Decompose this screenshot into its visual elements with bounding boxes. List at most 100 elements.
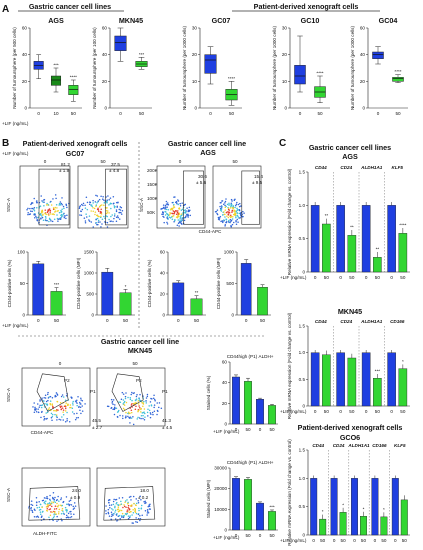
flow-event bbox=[45, 217, 47, 219]
flow-event bbox=[50, 200, 52, 203]
c-ags-bar-control bbox=[310, 205, 320, 273]
flow-event bbox=[43, 198, 46, 201]
flow-event bbox=[235, 219, 237, 222]
flow-event bbox=[161, 213, 163, 216]
flow-event bbox=[165, 203, 168, 205]
flow-event bbox=[144, 502, 147, 504]
flow-event bbox=[97, 219, 100, 222]
flow-event bbox=[118, 497, 121, 499]
flow-event bbox=[226, 203, 229, 206]
flow-event bbox=[172, 205, 175, 207]
ags-pct-0: 30.6 bbox=[198, 174, 207, 179]
boxplot-box bbox=[294, 65, 306, 85]
flow-event bbox=[108, 515, 111, 517]
ags-mfi-ylabel: CD44-positive cells (MFI) bbox=[216, 257, 221, 309]
flow-event bbox=[51, 396, 54, 399]
flow-event bbox=[58, 504, 60, 506]
flow-frame bbox=[19, 165, 71, 229]
flow-event bbox=[107, 512, 110, 515]
flow-event bbox=[142, 403, 145, 405]
flow-event bbox=[88, 219, 90, 221]
flow-event bbox=[69, 406, 71, 409]
mkn-p2-0: P2 bbox=[64, 378, 70, 383]
gc07-flow-50: 50 bbox=[100, 159, 106, 164]
flow-event bbox=[235, 203, 238, 206]
flow-event bbox=[221, 200, 224, 202]
ags-ytick-150k: 150K bbox=[147, 182, 159, 187]
c-gco6-xtick: 50 bbox=[320, 538, 326, 543]
ags-pct-xtick: 50 bbox=[194, 318, 200, 323]
boxplot-ylabel-3: Number of tumoursphere (per 1000 cells) bbox=[272, 26, 277, 110]
flow-event bbox=[47, 210, 49, 213]
mkn-sd-50: ± 4.5 bbox=[162, 425, 173, 430]
boxplot-ytick-label: 10 bbox=[282, 79, 288, 84]
flow-event bbox=[61, 203, 63, 206]
c-ags-significance: ** bbox=[376, 247, 380, 252]
flow-event bbox=[106, 199, 108, 201]
flow-event bbox=[41, 515, 43, 517]
flow-event bbox=[53, 208, 56, 210]
ags-mfi-xtick: 50 bbox=[260, 318, 266, 323]
flow-event bbox=[101, 204, 103, 206]
c-ags-lif-label: +LIF (ng/mL) bbox=[280, 275, 307, 280]
flow-event bbox=[41, 209, 43, 212]
flow-event bbox=[49, 494, 51, 497]
flow-event bbox=[65, 516, 68, 519]
flow-event bbox=[222, 213, 224, 216]
flow-event bbox=[135, 512, 138, 515]
flow-event bbox=[166, 216, 169, 218]
c-gco6-bar-lif bbox=[360, 516, 367, 536]
flow-gate-polygon bbox=[28, 486, 81, 521]
flow-event bbox=[71, 402, 74, 404]
flow-event bbox=[152, 397, 155, 399]
flow-event bbox=[69, 499, 72, 501]
flow-event bbox=[44, 209, 47, 211]
c-ags-xtick: 50 bbox=[349, 275, 355, 280]
c-mkn45-xtick: 0 bbox=[314, 409, 317, 414]
mkn-mfi-xtick: 50 bbox=[269, 533, 275, 538]
flow-event bbox=[116, 501, 118, 504]
flow-event bbox=[96, 195, 99, 197]
flow-event bbox=[97, 221, 100, 223]
flow-event bbox=[79, 214, 81, 216]
flow-event bbox=[234, 212, 237, 214]
flow-event bbox=[171, 212, 173, 215]
flow-event bbox=[130, 404, 133, 406]
flow-event bbox=[56, 505, 59, 507]
flow-event bbox=[60, 202, 63, 205]
flow-event bbox=[72, 505, 75, 508]
flow-event bbox=[41, 410, 43, 413]
flow-event bbox=[147, 408, 149, 411]
flow-event bbox=[59, 202, 61, 205]
flow-event bbox=[224, 206, 227, 209]
flow-event bbox=[103, 215, 105, 218]
flow-event bbox=[156, 402, 158, 404]
flow-event bbox=[58, 204, 60, 206]
ags-mfi-ytick-label: 500 bbox=[226, 281, 234, 286]
flow-event bbox=[56, 419, 58, 421]
c-gco6-bar-control bbox=[391, 478, 399, 536]
flow-event bbox=[120, 206, 123, 209]
boxplot-ylabel-1: Number of tumoursphere (per 100 cells) bbox=[92, 27, 97, 109]
mkn-mfi-ytick-label: 30000 bbox=[214, 466, 227, 471]
flow-event bbox=[69, 404, 72, 406]
flow-event bbox=[48, 214, 50, 217]
flow-event bbox=[123, 400, 126, 403]
gc07-pct-xtick: 0 bbox=[37, 318, 40, 323]
gc07-mfi-ytick-label: 0 bbox=[91, 313, 94, 318]
flow-event bbox=[228, 211, 230, 213]
boxplot-significance: *** bbox=[139, 52, 145, 57]
mkn-pct-xtick: 50 bbox=[269, 427, 275, 432]
c-gco6-bar-lif bbox=[319, 518, 327, 536]
flow-event bbox=[43, 204, 45, 207]
flow-event bbox=[50, 417, 53, 419]
flow-event bbox=[48, 220, 50, 223]
flow-event bbox=[124, 397, 127, 400]
flow-event bbox=[33, 197, 35, 200]
flow-event bbox=[68, 504, 71, 507]
ags-ytick-200k: 200K bbox=[147, 168, 159, 173]
flow-event bbox=[113, 498, 115, 501]
flow-mkn-0 bbox=[21, 367, 91, 427]
flow-event bbox=[139, 406, 141, 409]
c-ags-xtick: 0 bbox=[339, 275, 342, 280]
